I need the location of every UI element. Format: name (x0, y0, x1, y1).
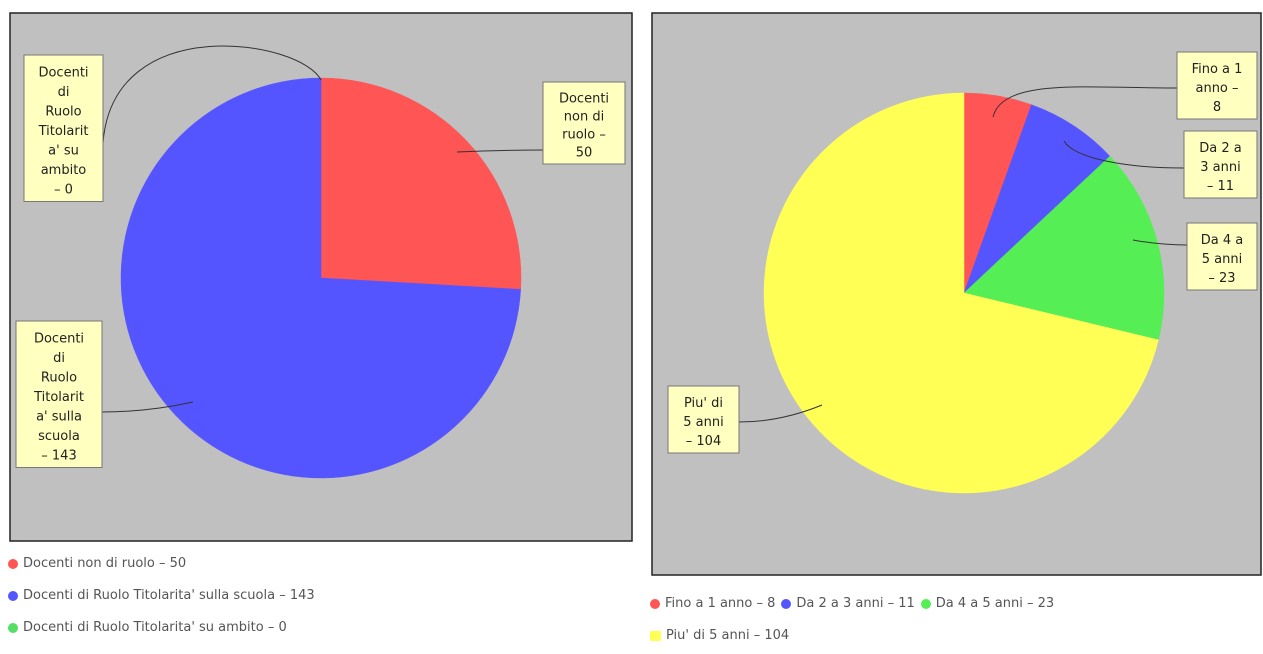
chart2-callout-text-0-1: anno – (1195, 81, 1238, 96)
chart2-callout-box-1 (1183, 130, 1258, 199)
chart1-callout-text-2-6: – 0 (54, 183, 73, 198)
legend-item: Docenti di Ruolo Titolarita' su ambito –… (8, 612, 287, 644)
legend-label: Docenti non di ruolo – 50 (23, 556, 187, 571)
chart2-leader-2 (1132, 239, 1188, 246)
chart2-callout-text-0-2: 8 (1213, 100, 1221, 115)
chart2-callout-text-1-1: 3 anni (1200, 160, 1240, 175)
chart2-callout-text-3-0: Piu' di (684, 396, 723, 411)
legend-marker (650, 599, 660, 609)
chart2-slice-1 (963, 104, 1111, 294)
chart2-callout-box-0 (1176, 51, 1258, 120)
legend-row: Docenti di Ruolo Titolarita' sulla scuol… (8, 580, 321, 612)
chart1-leader-0 (456, 149, 544, 153)
legend-label: Piu' di 5 anni – 104 (666, 628, 790, 643)
legend-item: Da 4 a 5 anni – 23 (920, 588, 1055, 620)
chart2-slice-3 (763, 92, 1159, 494)
legend-item: Fino a 1 anno – 8 (650, 588, 775, 620)
chart1-callout-text-0-1: non di (564, 109, 604, 124)
chart1-callout-text-2-0: Docenti (38, 66, 88, 81)
chart1-callout-box-1 (15, 320, 103, 468)
callouts: Docenti non di ruolo – 50 Docenti di Ruolo Tito… (15, 45, 1258, 468)
legend-marker (920, 599, 931, 609)
legend-item: Docenti non di ruolo – 50 (8, 548, 186, 580)
legend-row: Piu' di 5 anni – 104 (650, 620, 1060, 652)
chart1-callout-text-2-2: Ruolo (45, 105, 81, 120)
legend-label: Fino a 1 anno – 8 (665, 596, 776, 611)
chart2-callout-text-2-1: 5 anni (1202, 252, 1242, 267)
chart2-callout-text-1-2: – 11 (1207, 179, 1234, 194)
chart1-callout-box-2 (23, 54, 104, 202)
chart1-callout-text-1-2: Ruolo (41, 371, 77, 386)
chart1-callout-text-2-5: ambito (41, 163, 87, 178)
legend-marker (8, 623, 18, 633)
chart1-callout-text-1-0: Docenti (34, 332, 84, 347)
legend-row: Fino a 1 anno – 8 Da 2 a 3 anni – 11 Da 4 … (650, 588, 1060, 620)
chart2-callout-box-3 (667, 385, 740, 454)
chart2-leader-0 (992, 86, 1178, 118)
legend-item: Piu' di 5 anni – 104 (650, 620, 789, 652)
legend-marker (650, 631, 661, 641)
legend-marker (8, 559, 18, 569)
chart2-callout-text-2-0: Da 4 a (1201, 233, 1243, 248)
legend-label: Docenti di Ruolo Titolarita' su ambito –… (23, 620, 287, 635)
chart1-leader-2 (102, 45, 322, 144)
legend-item: Docenti di Ruolo Titolarita' sulla scuol… (8, 580, 315, 612)
chart1-callout-text-2-4: a' su (48, 144, 79, 159)
chart1-callout-text-2-1: di (58, 85, 70, 100)
chart2-leader-1 (1063, 140, 1185, 169)
chart2-legend: Fino a 1 anno – 8 Da 2 a 3 anni – 11 Da 4 … (650, 588, 1060, 652)
chart1-callout-text-0-2: ruolo – (562, 127, 606, 142)
chart1-callout-box-0 (542, 81, 626, 165)
chart2-callout-text-0-0: Fino a 1 (1192, 62, 1243, 77)
legend-marker (781, 599, 792, 609)
chart1-leader-1 (101, 401, 194, 413)
legend-label: Da 2 a 3 anni – 11 (796, 596, 915, 611)
chart1-legend: Docenti non di ruolo – 50 Docenti di Ruol… (8, 548, 321, 644)
chart2-slice-2 (963, 155, 1165, 341)
legend-item: Da 2 a 3 anni – 11 (781, 588, 915, 620)
chart2-leader-3 (738, 404, 823, 423)
chart1-callout-text-1-3: Titolarit (33, 390, 84, 405)
chart1-callout-text-0-0: Docenti (559, 91, 609, 106)
chart2-callout-box-2 (1186, 222, 1258, 291)
chart1-slices (120, 77, 522, 479)
chart2-callout-text-3-2: – 104 (686, 434, 721, 449)
chart2-callout-text-2-2: – 23 (1208, 271, 1235, 286)
legend-row: Docenti non di ruolo – 50 (8, 548, 321, 580)
chart2-callout-text-3-1: 5 anni (683, 415, 723, 430)
chart1-callout-text-1-4: a' sulla (36, 410, 82, 425)
legend-label: Da 4 a 5 anni – 23 (935, 596, 1055, 611)
chart1-callout-text-1-6: – 143 (41, 449, 76, 464)
chart2-callout-text-1-0: Da 2 a (1199, 141, 1241, 156)
legend-marker (8, 591, 18, 601)
chart1-callout-text-2-3: Titolarit (38, 124, 89, 139)
chart1-callout-text-1-1: di (53, 351, 65, 366)
legend-row: Docenti di Ruolo Titolarita' su ambito –… (8, 612, 321, 644)
chart1-slice-1 (120, 77, 521, 479)
chart1-callout-text-1-5: scuola (38, 429, 80, 444)
chart1-slice-0 (320, 77, 522, 290)
legend-label: Docenti di Ruolo Titolarita' sulla scuol… (23, 588, 315, 603)
chart2-slices (763, 92, 1165, 494)
chart1-callout-text-0-3: 50 (576, 145, 593, 160)
